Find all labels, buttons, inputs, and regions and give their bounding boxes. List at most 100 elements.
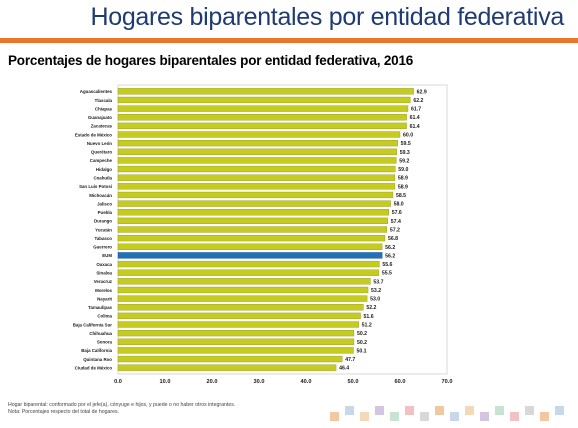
value-label: 58.5 <box>396 193 406 199</box>
deco-tile <box>555 406 564 415</box>
deco-tile <box>330 412 339 421</box>
value-label: 58.0 <box>394 202 404 208</box>
value-label: 46.4 <box>339 366 349 372</box>
bar <box>117 217 388 225</box>
bar <box>117 355 343 363</box>
value-label: 50.2 <box>357 340 367 346</box>
deco-tile <box>405 406 414 415</box>
bar <box>117 321 359 328</box>
bar <box>117 105 409 112</box>
value-label: 62.9 <box>417 89 427 95</box>
footnotes: Hogar biparental: conformado por el jefe… <box>8 402 235 416</box>
value-label: 52.2 <box>366 305 376 311</box>
category-label: Baja California Sur <box>73 322 113 327</box>
category-label: Sinaloa <box>96 270 112 275</box>
value-label: 57.2 <box>390 228 400 234</box>
category-label: Zacatecas <box>91 124 113 129</box>
value-label: 55.5 <box>382 271 392 277</box>
deco-tile <box>465 406 474 415</box>
x-tick-label: 30.0 <box>254 379 265 385</box>
x-tick-label: 10.0 <box>160 379 171 385</box>
deco-tile <box>510 412 519 421</box>
bar <box>117 174 396 181</box>
bar <box>117 364 337 371</box>
chart-title: Porcentajes de hogares biparentales por … <box>8 53 414 68</box>
category-label: Durango <box>94 219 112 224</box>
value-label: 61.4 <box>410 124 420 130</box>
value-label: 59.0 <box>398 167 408 173</box>
value-label: 62.2 <box>413 98 423 104</box>
category-label: Aguascalientes <box>80 89 113 94</box>
deco-tile <box>435 406 444 415</box>
x-tick-label: 0.0 <box>114 379 122 385</box>
category-label: Campeche <box>90 158 113 163</box>
value-label: 56.2 <box>385 245 395 251</box>
x-tick-label: 70.0 <box>442 379 453 385</box>
footnote-definition: Hogar biparental: conformado por el jefe… <box>8 402 236 408</box>
deco-tile <box>540 412 549 421</box>
category-label: Ciudad de México <box>75 365 113 370</box>
value-label: 61.4 <box>410 115 420 121</box>
deco-tile <box>450 412 459 421</box>
x-tick-label: 60.0 <box>395 379 406 385</box>
footnote-note: Nota: Porcentajes respecto del total de … <box>8 409 120 415</box>
bar-chart: Aguascalientes 62.9 Tlaxcala 62.2 Chiapas 61.… <box>73 84 453 385</box>
value-label: 50.2 <box>357 331 367 337</box>
value-label: 55.6 <box>382 262 392 268</box>
bar <box>117 269 380 276</box>
value-label: 60.0 <box>403 133 413 139</box>
value-label: 59.2 <box>399 158 409 164</box>
value-label: 59.5 <box>401 141 411 147</box>
category-label: Oaxaca <box>96 262 112 267</box>
category-label: Tabasco <box>95 236 113 241</box>
category-label: Querétaro <box>91 150 112 155</box>
category-label: Puebla <box>98 210 113 215</box>
category-label: Chihuahua <box>89 331 112 336</box>
category-label: San Luis Potosí <box>79 184 113 189</box>
value-label: 58.9 <box>398 176 408 182</box>
bar <box>117 243 383 250</box>
value-label: 59.3 <box>400 150 410 156</box>
bar <box>117 226 388 233</box>
bar <box>117 304 364 311</box>
category-label: Guerrero <box>93 245 112 250</box>
deco-tile <box>390 412 399 421</box>
category-label: Jalisco <box>97 201 112 206</box>
x-tick-label: 50.0 <box>348 379 359 385</box>
category-label: Chiapas <box>95 106 113 111</box>
bar <box>117 96 411 104</box>
category-label: Tamaulipas <box>88 305 112 310</box>
bar <box>117 148 397 155</box>
bar <box>117 122 407 129</box>
bar <box>117 200 391 207</box>
bar <box>117 131 401 138</box>
deco-tile <box>420 412 429 421</box>
deco-tile <box>360 412 369 421</box>
bar-eum <box>117 252 383 259</box>
category-label: Coahuila <box>93 175 112 180</box>
bar <box>117 278 371 285</box>
deco-tile <box>495 406 504 415</box>
value-label: 57.4 <box>391 219 401 225</box>
deco-tile <box>525 406 534 415</box>
value-label: 53.0 <box>370 297 380 303</box>
category-label: Veracruz <box>94 279 113 284</box>
title-rule <box>0 38 578 43</box>
category-label: Colima <box>97 314 112 319</box>
deco-tile <box>375 406 384 415</box>
value-label: 56.8 <box>388 236 398 242</box>
value-label: 53.7 <box>373 279 383 285</box>
bar <box>117 191 394 199</box>
category-label: Nayarit <box>97 296 112 301</box>
bar <box>117 330 355 337</box>
decorative-tiles <box>330 406 564 421</box>
bar <box>117 88 414 95</box>
category-label: EUM <box>102 253 112 258</box>
value-label: 51.6 <box>364 314 374 320</box>
category-label: Michoacán <box>89 193 112 198</box>
bar <box>117 234 386 242</box>
bar <box>117 338 355 345</box>
value-label: 50.1 <box>356 348 366 354</box>
bar <box>117 114 407 121</box>
deco-tile <box>345 406 354 415</box>
